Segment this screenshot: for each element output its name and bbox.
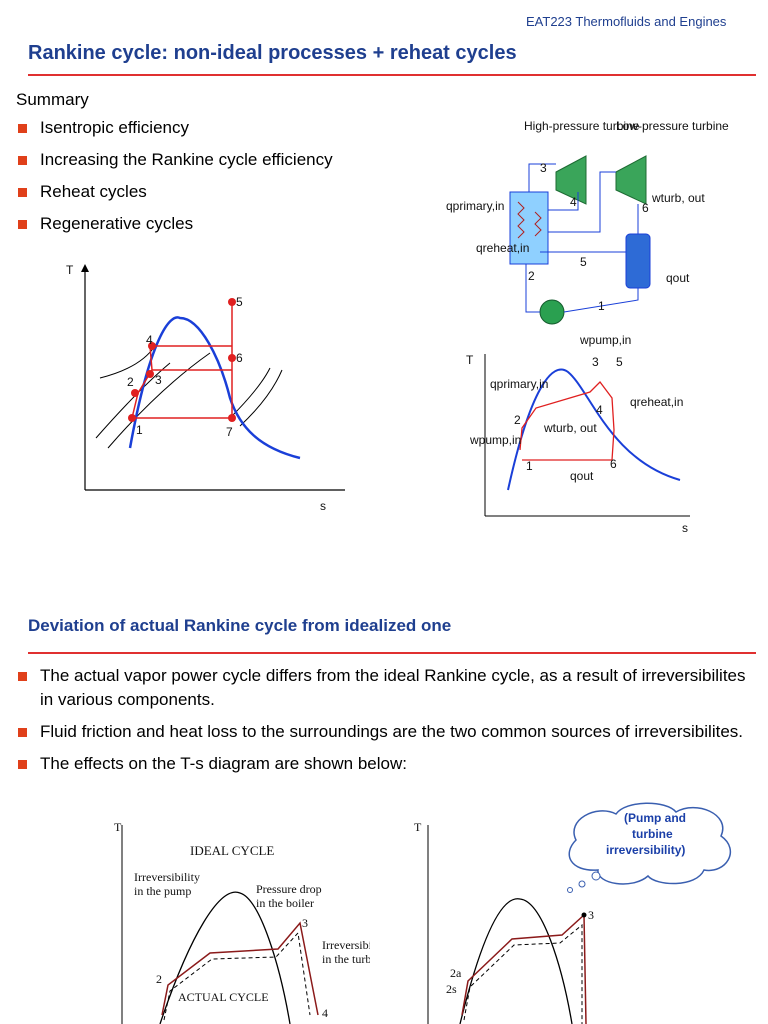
hp-turbine-label: High-pressure turbine xyxy=(524,119,640,133)
w-turb-label: wturb, out xyxy=(651,191,705,205)
state-1: 1 xyxy=(598,299,605,313)
q-out-label: qout xyxy=(570,469,594,483)
point-2a: 2a xyxy=(450,966,462,980)
point-6: 6 xyxy=(610,457,617,471)
irr-pump-line2: in the pump xyxy=(134,884,191,898)
cycle-path xyxy=(519,381,615,461)
point-5: 5 xyxy=(616,355,623,369)
point-3: 3 xyxy=(302,916,308,930)
point-2: 2 xyxy=(127,375,134,389)
q-out-label: qout xyxy=(666,271,690,285)
point-4: 4 xyxy=(322,1006,328,1020)
q-primary-label: qprimary,in xyxy=(490,377,548,391)
pressure-drop-line2: in the boiler xyxy=(256,896,314,910)
s-axis-label: s xyxy=(320,499,326,513)
point-3: 3 xyxy=(588,908,594,922)
summary-block: Summary Isentropic efficiency Increasing… xyxy=(16,88,333,240)
summary-heading: Summary xyxy=(16,90,89,109)
w-pump-label: wpump,in xyxy=(579,333,631,347)
ts-diagram-left: T s 1 2 3 4 5 6 7 xyxy=(66,263,345,513)
course-name: EAT223 Thermofluids and Engines xyxy=(526,14,727,29)
t-axis-label: T xyxy=(466,353,474,367)
cloud-line-2: turbine xyxy=(632,827,673,841)
state-2: 2 xyxy=(528,269,535,283)
point-6: 6 xyxy=(236,351,243,365)
state-6: 6 xyxy=(642,201,649,215)
t-axis-label: T xyxy=(414,820,422,834)
q-reheat-label: qreheat,in xyxy=(630,395,683,409)
q-reheat-label: qreheat,in xyxy=(476,241,529,255)
cycle-path xyxy=(131,302,233,419)
irr-turbine-line2: in the turbine xyxy=(322,952,370,966)
point-5: 5 xyxy=(236,295,243,309)
list-item: The effects on the T-s diagram are shown… xyxy=(16,752,746,776)
ts-pump-turbine-irreversibility: T 3 2a 2s xyxy=(414,820,594,1024)
s-axis-label: s xyxy=(682,521,688,535)
list-item: Increasing the Rankine cycle efficiency xyxy=(16,144,333,176)
page-title: Rankine cycle: non-ideal processes + reh… xyxy=(28,42,517,64)
t-axis-label: T xyxy=(66,263,74,277)
summary-list: Isentropic efficiency Increasing the Ran… xyxy=(16,112,333,240)
t-axis-label: T xyxy=(114,820,122,834)
list-item: Isentropic efficiency xyxy=(16,112,333,144)
state-3: 3 xyxy=(540,161,547,175)
list-item: The actual vapor power cycle differs fro… xyxy=(16,664,746,712)
cloud-line-1: (Pump and xyxy=(624,811,686,825)
list-item: Fluid friction and heat loss to the surr… xyxy=(16,720,746,744)
point-1: 1 xyxy=(136,423,143,437)
condenser-icon xyxy=(625,233,651,289)
ts-diagram-right: T s qprimary,in qreheat,in wturb, out wp… xyxy=(466,353,690,535)
section-list: The actual vapor power cycle differs fro… xyxy=(16,664,746,776)
point-4: 4 xyxy=(146,333,153,347)
w-turb-label: wturb, out xyxy=(543,421,597,435)
thought-cloud: (Pump and turbine irreversibility) xyxy=(567,802,732,893)
point-2s: 2s xyxy=(446,982,457,996)
list-item: Regenerative cycles xyxy=(16,208,333,240)
point-3: 3 xyxy=(155,373,162,387)
irr-turbine-line1: Irreversibility xyxy=(322,938,370,952)
section-heading: Deviation of actual Rankine cycle from i… xyxy=(28,616,452,635)
ideal-cycle-label: IDEAL CYCLE xyxy=(190,843,274,858)
cloud-line-3: irreversibility) xyxy=(606,843,685,857)
state-5: 5 xyxy=(580,255,587,269)
saturation-dome xyxy=(507,368,681,491)
lp-turbine-label: Low-pressure turbine xyxy=(616,119,729,133)
pressure-drop-line1: Pressure drop xyxy=(256,882,322,896)
point-4: 4 xyxy=(596,403,603,417)
w-pump-label: wpump,in xyxy=(469,433,521,447)
section-body: The actual vapor power cycle differs fro… xyxy=(16,664,746,784)
list-item: Reheat cycles xyxy=(16,176,333,208)
actual-cycle-label: ACTUAL CYCLE xyxy=(178,990,269,1004)
irr-pump-line1: Irreversibility xyxy=(134,870,200,884)
point-7: 7 xyxy=(226,425,233,439)
lp-turbine-icon xyxy=(615,155,647,205)
reheat-plant-schematic: High-pressure turbine Low-pressure turbi… xyxy=(446,119,729,347)
q-primary-label: qprimary,in xyxy=(446,199,504,213)
ts-ideal-vs-actual: T IDEAL CYCLE Irreversibility in the pum… xyxy=(114,820,370,1024)
point-2: 2 xyxy=(156,972,162,986)
section-rule xyxy=(28,652,756,654)
point-1: 1 xyxy=(526,459,533,473)
state-4: 4 xyxy=(570,195,577,209)
saturation-dome xyxy=(128,316,301,460)
title-rule xyxy=(28,74,756,76)
point-2: 2 xyxy=(514,413,521,427)
pump-icon xyxy=(539,299,565,325)
point-3: 3 xyxy=(592,355,599,369)
